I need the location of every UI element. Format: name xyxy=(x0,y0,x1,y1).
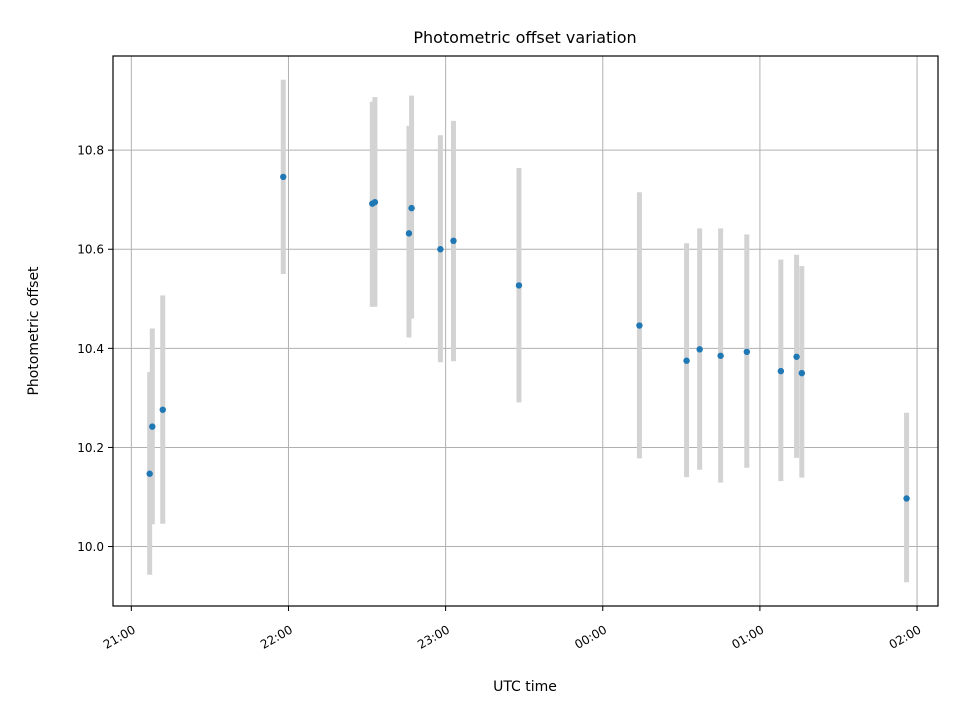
y-tick-label: 10.6 xyxy=(77,243,104,257)
data-point xyxy=(743,348,751,356)
data-point xyxy=(450,237,457,245)
data-point xyxy=(717,352,724,359)
error-bars xyxy=(147,79,910,583)
chart-title: Photometric offset variation xyxy=(413,28,636,47)
data-point xyxy=(683,357,690,364)
data-point xyxy=(777,367,785,375)
data-point xyxy=(437,246,444,253)
x-tick-label: 23:00 xyxy=(415,622,452,651)
data-point xyxy=(696,346,703,353)
data-point xyxy=(371,198,379,206)
data-point xyxy=(515,282,523,289)
data-point xyxy=(408,204,415,212)
x-tick-label: 02:00 xyxy=(887,622,924,651)
x-tick-label: 21:00 xyxy=(101,622,138,651)
x-tick-label: 00:00 xyxy=(572,622,609,651)
y-tick-label: 10.4 xyxy=(77,342,104,356)
grid-lines xyxy=(113,56,938,606)
data-point xyxy=(149,423,156,430)
x-tick-label: 01:00 xyxy=(729,622,766,651)
data-point xyxy=(636,322,643,329)
data-point xyxy=(798,369,806,377)
data-point xyxy=(793,353,800,360)
data-point xyxy=(405,230,413,237)
data-point xyxy=(159,406,166,413)
data-point xyxy=(903,495,910,502)
data-points xyxy=(146,173,910,502)
y-tick-label: 10.8 xyxy=(77,144,104,158)
x-tick-label: 22:00 xyxy=(258,622,295,651)
y-tick-label: 10.0 xyxy=(77,540,104,554)
y-axis-ticks: 10.0 10.2 10.4 10.6 10.8 xyxy=(77,144,113,554)
plot-frame xyxy=(112,55,939,607)
y-tick-label: 10.2 xyxy=(77,441,104,455)
data-point xyxy=(280,173,287,181)
y-axis-label: Photometric offset xyxy=(26,266,42,396)
data-point xyxy=(146,470,153,477)
x-axis-label: UTC time xyxy=(493,679,557,695)
x-axis-ticks: 21:00 22:00 23:00 00:00 01:00 02:00 xyxy=(101,606,924,652)
